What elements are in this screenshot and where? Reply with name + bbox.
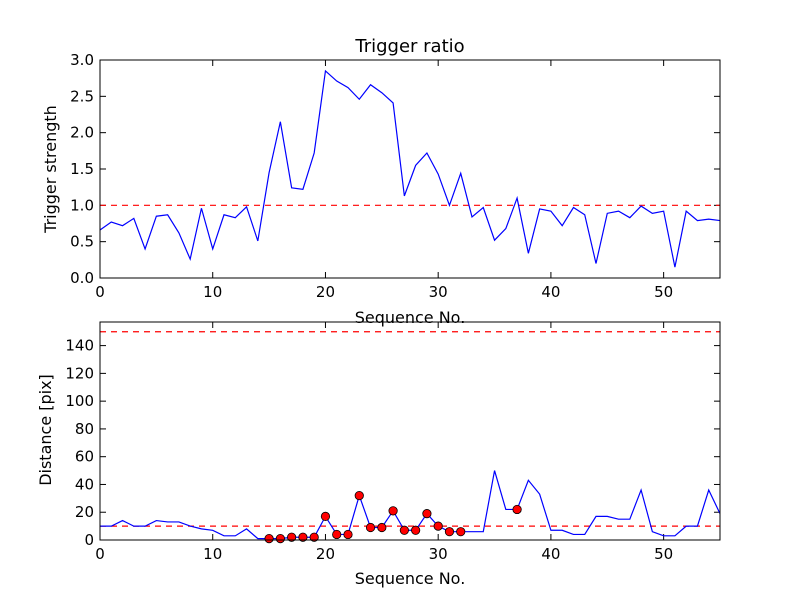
y-tick-label: 120 xyxy=(65,364,94,382)
x-tick-label: 50 xyxy=(654,283,673,301)
x-tick-label: 40 xyxy=(541,545,560,563)
x-tick-label: 50 xyxy=(654,545,673,563)
series-line xyxy=(100,470,721,540)
data-point-marker xyxy=(365,522,376,533)
y-tick-label: 60 xyxy=(75,448,94,466)
y-tick-label: 80 xyxy=(75,420,94,438)
x-tick-label: 20 xyxy=(316,283,335,301)
data-point-marker xyxy=(275,534,285,544)
bottom-plot-ylabel: Distance [pix] xyxy=(36,374,55,486)
data-point-marker xyxy=(309,532,319,542)
y-tick-label: 0.5 xyxy=(70,233,94,251)
top-plot-xlabel: Sequence No. xyxy=(355,308,466,327)
x-tick-label: 30 xyxy=(429,545,448,563)
top-plot-series xyxy=(99,69,721,268)
data-point-marker xyxy=(456,527,466,537)
x-tick-label: 40 xyxy=(541,283,560,301)
y-tick-label: 20 xyxy=(75,503,94,521)
data-point-marker xyxy=(343,529,353,540)
bottom-plot-markers xyxy=(264,490,522,544)
data-point-marker xyxy=(399,525,409,535)
data-point-marker xyxy=(354,490,364,501)
x-tick-label: 30 xyxy=(429,283,448,301)
y-tick-label: 140 xyxy=(65,337,94,355)
top-plot-title: Trigger ratio xyxy=(354,36,464,57)
data-point-marker xyxy=(287,532,297,542)
y-tick-label: 40 xyxy=(75,475,94,493)
bottom-plot-ticks: 0 10 20 30 40 50 0 20 40 60 80 100 120 140 xyxy=(65,322,720,563)
y-tick-label: 3.0 xyxy=(70,51,94,69)
y-tick-label: 0.0 xyxy=(70,269,94,287)
x-tick-label: 10 xyxy=(203,283,222,301)
y-tick-label: 2.0 xyxy=(70,124,94,142)
y-tick-label: 2.5 xyxy=(70,87,94,105)
data-point-marker xyxy=(388,506,398,516)
bottom-plot-reference-lines xyxy=(100,331,720,527)
y-tick-label: 100 xyxy=(65,392,94,410)
data-point-marker xyxy=(411,525,421,535)
x-tick-label: 0 xyxy=(95,545,105,563)
data-point-marker xyxy=(433,521,443,531)
data-point-marker xyxy=(444,527,455,537)
top-plot-ticks: 0 10 20 30 40 50 0.0 0.5 1.0 1.5 2.0 2.5 3.0 xyxy=(70,51,720,301)
y-tick-label: 0 xyxy=(84,531,94,549)
data-point-marker xyxy=(298,532,308,542)
data-point-marker xyxy=(332,529,342,540)
x-tick-label: 20 xyxy=(316,545,335,563)
y-tick-label: 1.0 xyxy=(70,196,94,214)
data-point-marker xyxy=(422,509,432,519)
bottom-plot-series xyxy=(100,470,721,540)
y-tick-label: 1.5 xyxy=(70,160,94,178)
bottom-plot-xlabel: Sequence No. xyxy=(355,569,466,588)
top-plot-ylabel: Trigger strength xyxy=(41,105,60,234)
top-plot-frame xyxy=(99,59,721,279)
top-plot: Trigger ratio Trigger strength Sequence … xyxy=(41,36,721,327)
x-tick-label: 0 xyxy=(95,283,105,301)
data-point-marker xyxy=(377,522,387,533)
x-tick-label: 10 xyxy=(203,545,222,563)
data-point-marker xyxy=(264,534,274,544)
data-point-marker xyxy=(512,504,522,515)
data-point-marker xyxy=(320,511,331,521)
bottom-plot: Distance [pix] Sequence No. 0 10 20 30 40 500… xyxy=(36,321,721,588)
bottom-plot-frame xyxy=(99,321,721,541)
series-line xyxy=(99,69,721,268)
